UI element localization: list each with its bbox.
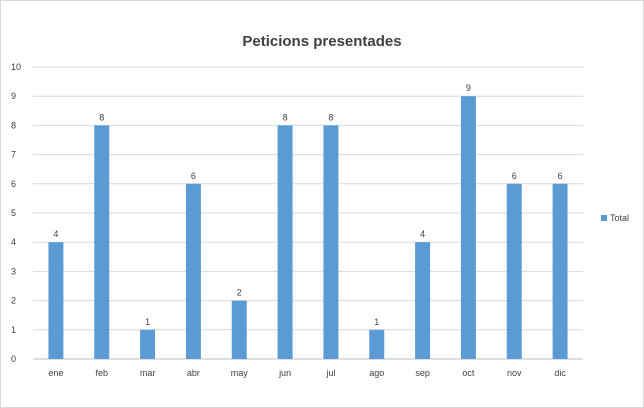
data-label: 6 bbox=[512, 171, 517, 181]
y-tick-label: 4 bbox=[11, 237, 16, 247]
y-tick-label: 6 bbox=[11, 179, 16, 189]
x-tick-label: may bbox=[231, 368, 249, 378]
x-tick-label: jul bbox=[325, 368, 335, 378]
y-tick-label: 5 bbox=[11, 208, 16, 218]
bar bbox=[460, 96, 476, 359]
bar bbox=[369, 329, 385, 359]
bar bbox=[185, 183, 201, 359]
y-tick-label: 9 bbox=[11, 91, 16, 101]
bar bbox=[323, 125, 339, 360]
bar bbox=[277, 125, 293, 360]
x-tick-label: mar bbox=[140, 368, 156, 378]
bar bbox=[231, 300, 247, 359]
y-tick-label: 10 bbox=[11, 62, 21, 72]
y-tick-label: 1 bbox=[11, 325, 16, 335]
x-tick-label: sep bbox=[415, 368, 430, 378]
data-label: 8 bbox=[283, 112, 288, 122]
legend-swatch bbox=[601, 215, 607, 221]
x-tick-label: feb bbox=[95, 368, 108, 378]
x-tick-label: jun bbox=[278, 368, 291, 378]
data-label: 6 bbox=[191, 171, 196, 181]
data-label: 9 bbox=[466, 83, 471, 93]
bar bbox=[94, 125, 110, 360]
x-tick-label: ene bbox=[48, 368, 63, 378]
legend: Total bbox=[601, 213, 629, 223]
data-label: 8 bbox=[99, 112, 104, 122]
x-tick-label: oct bbox=[462, 368, 475, 378]
bar bbox=[140, 329, 156, 359]
y-tick-label: 0 bbox=[11, 354, 16, 364]
chart-title: Peticions presentades bbox=[242, 33, 402, 50]
y-tick-label: 2 bbox=[11, 296, 16, 306]
x-tick-label: dic bbox=[554, 368, 566, 378]
data-label: 1 bbox=[145, 317, 150, 327]
data-label: 6 bbox=[558, 171, 563, 181]
data-label: 2 bbox=[237, 288, 242, 298]
data-label: 4 bbox=[420, 229, 425, 239]
data-label: 1 bbox=[374, 317, 379, 327]
y-tick-label: 7 bbox=[11, 150, 16, 160]
y-tick-label: 3 bbox=[11, 266, 16, 276]
bar bbox=[415, 242, 431, 359]
bar bbox=[506, 183, 522, 359]
bar bbox=[48, 242, 64, 359]
x-tick-label: abr bbox=[187, 368, 200, 378]
x-tick-label: ago bbox=[369, 368, 384, 378]
bar bbox=[552, 183, 568, 359]
x-tick-label: nov bbox=[507, 368, 522, 378]
legend-label: Total bbox=[610, 213, 630, 223]
data-label: 8 bbox=[328, 112, 333, 122]
data-label: 4 bbox=[53, 229, 58, 239]
y-tick-label: 8 bbox=[11, 120, 16, 130]
